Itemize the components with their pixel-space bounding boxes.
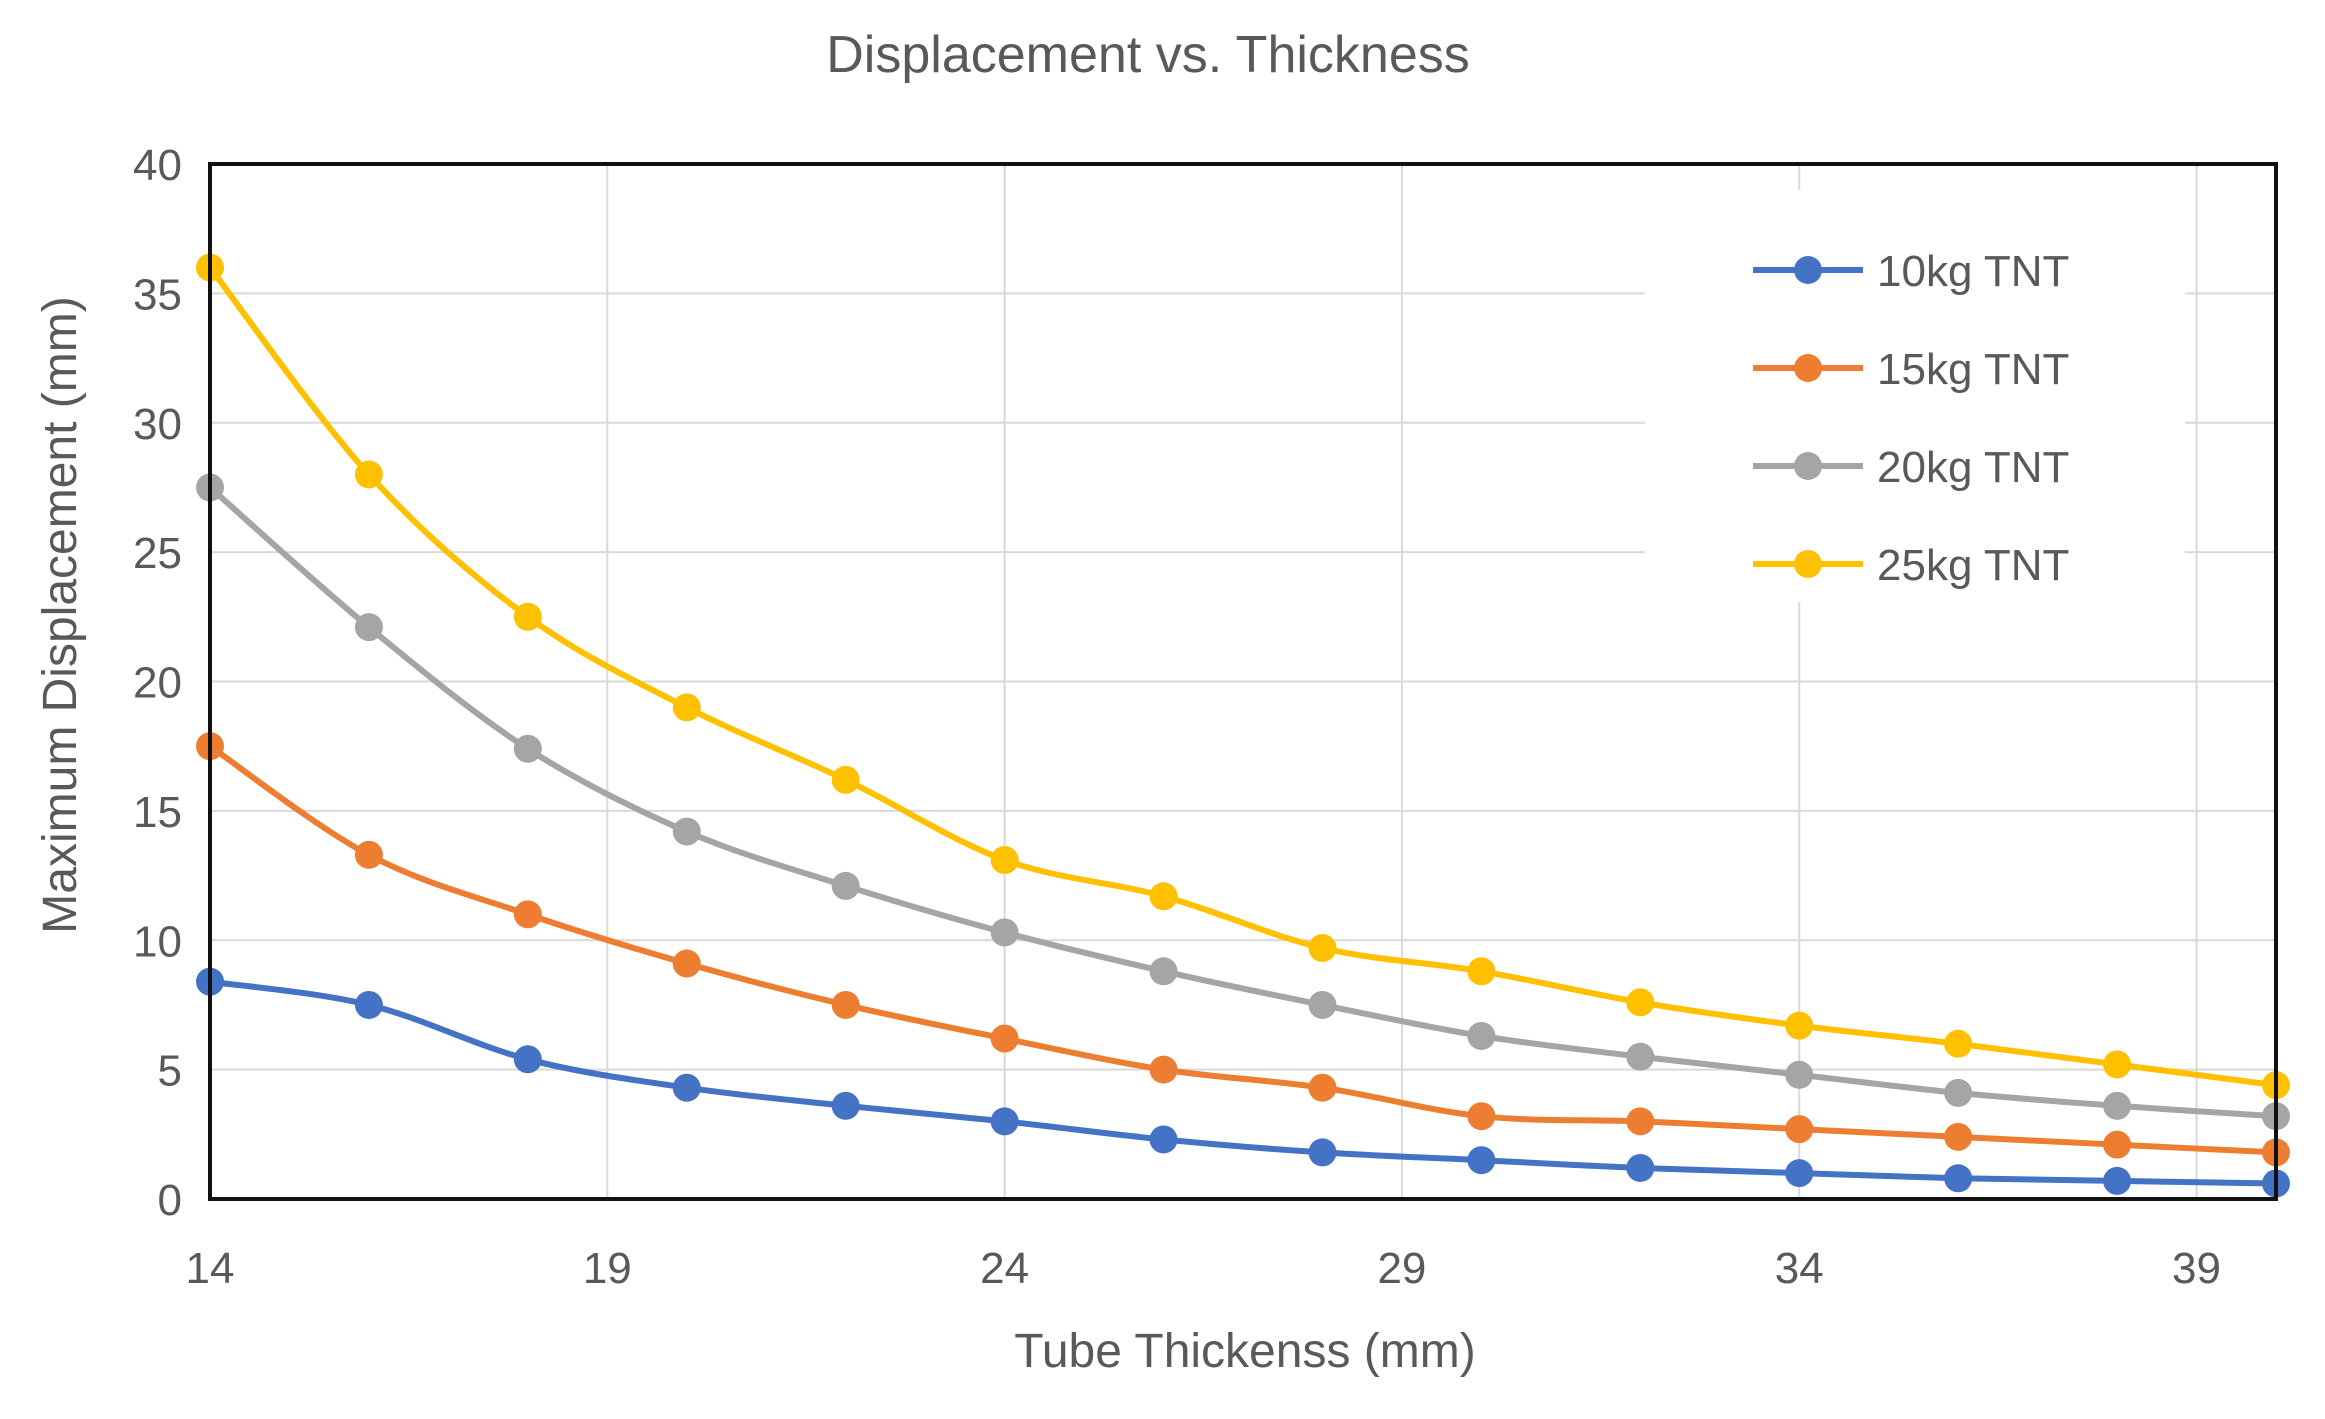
data-point [1308,990,1337,1019]
data-point [1308,934,1337,963]
y-tick-label: 40 [133,141,182,190]
legend: 10kg TNT 15kg TNT 20kg TNT 25kg TNT [1645,190,2185,602]
legend-label: 10kg TNT [1877,247,2069,296]
data-point [1785,1115,1814,1144]
y-tick-label: 30 [133,400,182,449]
data-point [513,734,542,763]
data-point [1785,1060,1814,1089]
legend-background [1645,190,2185,602]
data-point [990,846,1019,875]
data-point [513,602,542,631]
y-axis-label: Maximum Displacement (mm) [34,296,87,933]
legend-item: 25kg TNT [1753,541,2069,590]
data-point [1944,1029,1973,1058]
data-point [354,840,383,869]
tick-labels: 0 5 10 15 20 25 30 35 40 14 19 24 29 34 39 [133,141,2221,1293]
series-line [209,978,2277,1187]
legend-swatch-marker [1794,354,1822,382]
data-point [1785,1159,1814,1188]
data-point [1626,1042,1655,1071]
x-tick-label: 19 [583,1244,632,1293]
data-point [354,990,383,1019]
y-tick-label: 0 [158,1176,182,1225]
y-tick-label: 25 [133,529,182,578]
data-point [831,990,860,1019]
data-point [354,460,383,489]
data-point [513,1045,542,1074]
data-point [1308,1138,1337,1167]
legend-label: 20kg TNT [1877,443,2069,492]
legend-swatch-marker [1794,256,1822,284]
x-tick-label: 14 [186,1244,235,1293]
series-25kg-tnt [196,253,2290,1100]
legend-label: 25kg TNT [1877,541,2069,590]
legend-item: 10kg TNT [1753,247,2069,296]
legend-item: 15kg TNT [1753,345,2069,394]
legend-item: 20kg TNT [1753,443,2069,492]
data-point [672,949,701,978]
data-point [1467,1102,1496,1131]
data-point [1149,957,1178,986]
data-point [1467,1021,1496,1050]
plot-area-frame [208,162,2278,1201]
data-point [672,817,701,846]
data-point [1785,1011,1814,1040]
data-point [354,613,383,642]
data-point [1626,1107,1655,1136]
data-point [831,765,860,794]
series-layer [196,253,2290,1198]
y-tick-label: 10 [133,917,182,966]
data-point [672,693,701,722]
data-point [990,1024,1019,1053]
data-point [2103,1091,2132,1120]
legend-swatch-marker [1794,452,1822,480]
data-point [831,1091,860,1120]
data-point [2103,1130,2132,1159]
data-point [990,1107,1019,1136]
data-point [513,900,542,929]
x-tick-label: 29 [1377,1244,1426,1293]
x-tick-label: 24 [980,1244,1029,1293]
x-tick-label: 39 [2172,1244,2221,1293]
data-point [2103,1166,2132,1195]
data-point [831,871,860,900]
y-tick-label: 35 [133,270,182,319]
data-point [1149,1125,1178,1154]
y-tick-label: 15 [133,788,182,837]
series-20kg-tnt [196,473,2290,1131]
data-point [1944,1122,1973,1151]
series-15kg-tnt [196,732,2290,1167]
data-point [1944,1164,1973,1193]
y-tick-label: 20 [133,659,182,708]
data-point [1626,1153,1655,1182]
data-point [1467,957,1496,986]
x-axis-label: Tube Thickenss (mm) [1014,1325,1475,1378]
data-point [1308,1073,1337,1102]
legend-swatch-marker [1794,550,1822,578]
data-point [1944,1078,1973,1107]
data-point [1149,1055,1178,1084]
data-point [1467,1146,1496,1175]
data-point [672,1073,701,1102]
data-point [1149,882,1178,911]
data-point [990,918,1019,947]
y-tick-label: 5 [158,1047,182,1096]
data-point [2103,1050,2132,1079]
data-point [1626,988,1655,1017]
x-tick-label: 34 [1775,1244,1824,1293]
legend-label: 15kg TNT [1877,345,2069,394]
chart-title: Displacement vs. Thickness [826,26,1470,84]
